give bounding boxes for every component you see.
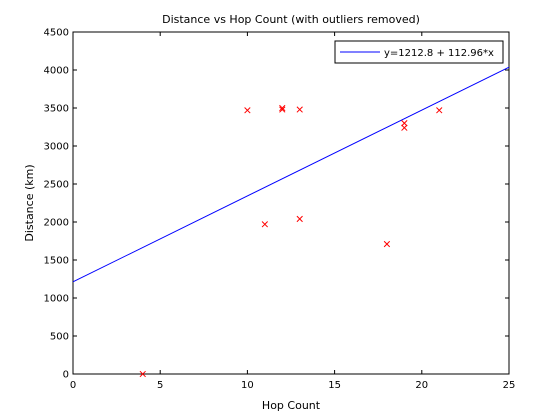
- legend-entry-fit: y=1212.8 + 112.96*x: [384, 48, 494, 59]
- data-point: [436, 107, 443, 114]
- legend-box: [334, 40, 504, 64]
- x-tick-label: 5: [157, 380, 163, 391]
- data-point: [244, 107, 251, 114]
- data-point: [401, 120, 408, 127]
- y-axis-ticks: 0 500 1000 1500 2000 2500 3000 3500 4000 4500: [44, 28, 509, 381]
- fit-line-group: [72, 66, 510, 283]
- y-tick-label: 3500: [44, 104, 69, 115]
- x-tick-label: 15: [328, 380, 341, 391]
- data-point: [279, 104, 286, 112]
- x-tick-label: 20: [415, 380, 428, 391]
- chart-title: Distance vs Hop Count (with outliers rem…: [162, 13, 420, 26]
- y-tick-label: 1500: [44, 256, 69, 267]
- y-tick-label: 4000: [44, 66, 69, 77]
- y-tick-label: 2000: [44, 218, 69, 229]
- y-tick-label: 1000: [44, 294, 69, 305]
- data-point: [279, 106, 286, 113]
- data-point: [139, 370, 146, 378]
- data-point: [296, 106, 303, 113]
- scatter-points: [139, 104, 443, 378]
- x-axis-ticks: 0 5 10 15 20 25: [70, 32, 516, 391]
- data-point: [401, 124, 408, 131]
- legend: y=1212.8 + 112.96*x: [334, 40, 504, 64]
- plot-area: [72, 31, 510, 375]
- y-tick-label: 500: [50, 332, 69, 343]
- fit-line: [72, 66, 510, 283]
- y-tick-label: 3000: [44, 142, 69, 153]
- data-point: [383, 240, 391, 248]
- x-tick-label: 10: [241, 380, 254, 391]
- y-tick-label: 4500: [44, 28, 69, 39]
- x-axis-label: Hop Count: [262, 399, 321, 412]
- data-point: [261, 221, 268, 228]
- y-axis-label: Distance (km): [23, 164, 36, 241]
- y-tick-label: 0: [63, 370, 69, 381]
- x-tick-label: 25: [503, 380, 516, 391]
- x-tick-label: 0: [70, 380, 76, 391]
- y-tick-label: 2500: [44, 180, 69, 191]
- data-point: [296, 215, 303, 223]
